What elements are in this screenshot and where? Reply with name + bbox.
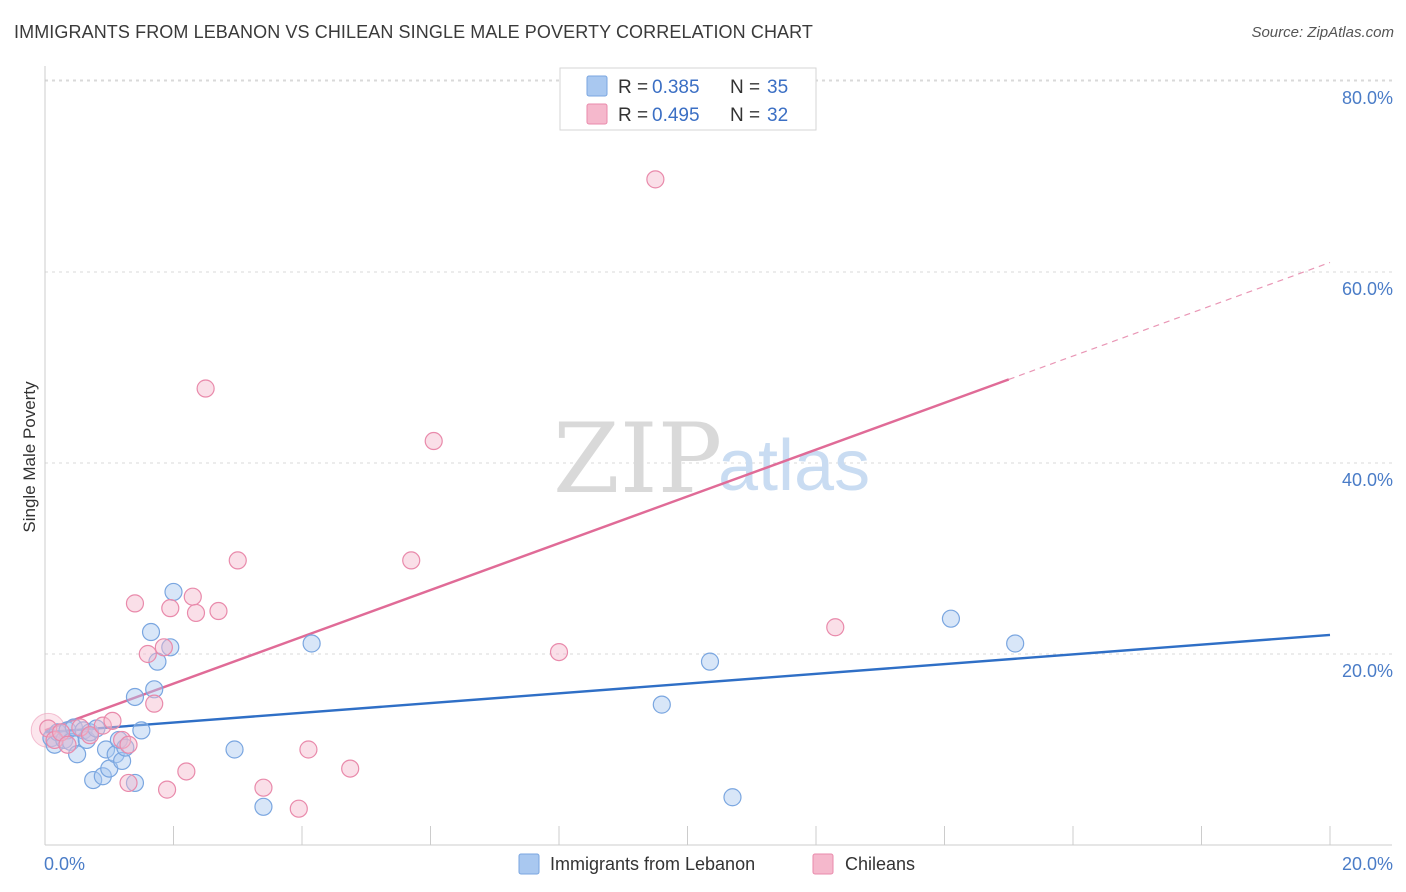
grid-lines xyxy=(45,79,1392,655)
point-pink xyxy=(341,759,360,778)
x-tick-labels: 0.0% 20.0% xyxy=(44,854,1393,874)
point-blue xyxy=(254,797,273,816)
data-points xyxy=(30,170,1025,818)
point-pink xyxy=(826,618,845,637)
point-pink xyxy=(58,735,77,754)
point-pink xyxy=(138,644,157,664)
legend-n-label-chileans: N = xyxy=(730,105,760,126)
point-pink xyxy=(299,740,318,759)
point-blue xyxy=(652,695,671,714)
legend-n-value-lebanon: 35 xyxy=(767,77,788,98)
point-blue xyxy=(84,770,103,790)
point-pink xyxy=(183,587,202,606)
y-tick-labels: 20.0% 40.0% 60.0% 80.0% xyxy=(1342,88,1393,681)
watermark-zip: ZIP xyxy=(553,403,722,515)
bottom-legend-swatch-lebanon xyxy=(518,853,540,875)
point-pink xyxy=(177,762,196,781)
bottom-legend: Immigrants from Lebanon Chileans xyxy=(518,853,915,875)
point-pink xyxy=(549,642,569,662)
legend-r-value-chileans: 0.495 xyxy=(652,105,700,126)
point-blue xyxy=(93,767,112,786)
legend-swatch-chileans xyxy=(586,103,608,125)
point-blue xyxy=(125,687,145,707)
y-tick-label: 80.0% xyxy=(1342,88,1393,108)
legend-swatch-lebanon xyxy=(586,75,608,97)
point-pink xyxy=(186,603,206,623)
legend-r-label-chileans: R = xyxy=(618,105,648,126)
point-pink xyxy=(402,551,421,570)
point-blue xyxy=(125,773,145,793)
point-pink xyxy=(424,431,443,451)
y-tick-label: 20.0% xyxy=(1342,661,1393,681)
point-blue xyxy=(96,740,116,759)
point-blue xyxy=(164,582,183,602)
point-blue xyxy=(145,680,164,699)
y-tick-label: 40.0% xyxy=(1342,470,1393,490)
point-blue xyxy=(700,652,720,671)
point-pink xyxy=(93,716,112,735)
point-pink xyxy=(254,778,273,797)
point-pink xyxy=(145,694,164,713)
point-pink xyxy=(125,594,145,613)
point-pink xyxy=(71,718,90,737)
trend-lines xyxy=(44,261,1331,734)
point-pink xyxy=(157,780,177,799)
point-blue xyxy=(141,622,161,642)
axes xyxy=(44,66,1392,846)
bottom-legend-swatch-chileans xyxy=(812,853,834,875)
source-note: Source: ZipAtlas.com xyxy=(1251,24,1394,41)
point-blue xyxy=(68,745,87,764)
point-pink xyxy=(103,711,122,730)
point-blue xyxy=(132,721,151,740)
point-blue xyxy=(161,638,180,657)
legend-n-value-chileans: 32 xyxy=(767,105,788,126)
legend-r-value-lebanon: 0.385 xyxy=(652,77,700,98)
point-pink xyxy=(161,599,180,618)
x-tick-label: 20.0% xyxy=(1342,854,1393,874)
point-blue xyxy=(112,751,132,771)
point-blue xyxy=(723,788,742,807)
point-blue xyxy=(941,609,961,628)
legend-r-label-lebanon: R = xyxy=(618,77,648,98)
point-pink xyxy=(646,170,665,189)
point-blue xyxy=(225,740,244,759)
point-pink xyxy=(209,601,228,621)
point-pink xyxy=(119,773,138,793)
point-blue xyxy=(302,634,321,653)
y-axis-label: Single Male Poverty xyxy=(20,381,39,533)
point-pink xyxy=(289,799,308,818)
trend-line-blue xyxy=(44,633,1331,734)
legend: R = 0.385 N = 35 R = 0.495 N = 32 xyxy=(559,67,817,131)
point-pink xyxy=(228,551,247,570)
y-tick-label: 60.0% xyxy=(1342,279,1393,299)
point-pink xyxy=(154,638,173,657)
chart-title: IMMIGRANTS FROM LEBANON VS CHILEAN SINGL… xyxy=(14,22,814,42)
point-blue xyxy=(1006,634,1025,653)
point-pink xyxy=(119,735,138,754)
watermark: ZIP atlas xyxy=(553,403,870,515)
x-tick-label: 0.0% xyxy=(44,854,85,874)
trend-line-dashed-pink xyxy=(1008,261,1331,381)
bottom-legend-label-lebanon: Immigrants from Lebanon xyxy=(550,854,755,874)
bottom-legend-label-chileans: Chileans xyxy=(845,854,915,874)
point-pink xyxy=(80,726,100,745)
legend-n-label-lebanon: N = xyxy=(730,77,760,98)
trend-line-pink xyxy=(44,378,1010,732)
point-pink xyxy=(196,379,215,398)
